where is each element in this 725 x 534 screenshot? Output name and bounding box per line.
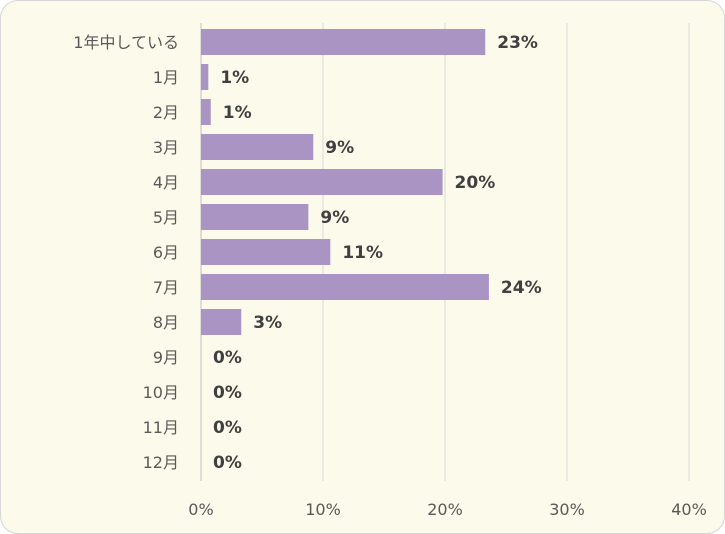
category-label: 5月 [153,208,179,227]
data-label: 3% [253,313,282,333]
bar [201,204,309,230]
category-label: 9月 [153,348,179,367]
category-label: 12月 [143,453,179,472]
bar [201,274,489,300]
x-tick-label: 20% [427,500,463,519]
bar [201,29,486,55]
bar [201,134,314,160]
x-tick-label: 40% [671,500,707,519]
x-tick-label: 30% [549,500,585,519]
x-tick-label: 0% [188,500,213,519]
data-label: 1% [223,103,252,123]
category-label: 3月 [153,138,179,157]
data-label: 9% [325,138,354,158]
data-label: 0% [213,453,242,473]
category-label: 7月 [153,278,179,297]
category-label: 2月 [153,103,179,122]
data-label: 24% [501,278,542,298]
category-label: 8月 [153,313,179,332]
data-label: 0% [213,383,242,403]
data-label: 9% [320,208,349,228]
data-label: 23% [497,33,538,53]
category-label: 1月 [153,68,179,87]
category-label: 11月 [143,418,179,437]
data-label: 20% [455,173,496,193]
category-label: 1年中している [73,33,179,52]
bar [201,64,209,90]
x-tick-label: 10% [305,500,341,519]
bar [201,239,331,265]
category-label: 4月 [153,173,179,192]
bar [201,99,211,125]
data-label: 0% [213,418,242,438]
bar [201,309,242,335]
data-label: 1% [220,68,249,88]
category-label: 6月 [153,243,179,262]
data-label: 11% [342,243,383,263]
bar [201,169,443,195]
data-label: 0% [213,348,242,368]
category-label: 10月 [143,383,179,402]
